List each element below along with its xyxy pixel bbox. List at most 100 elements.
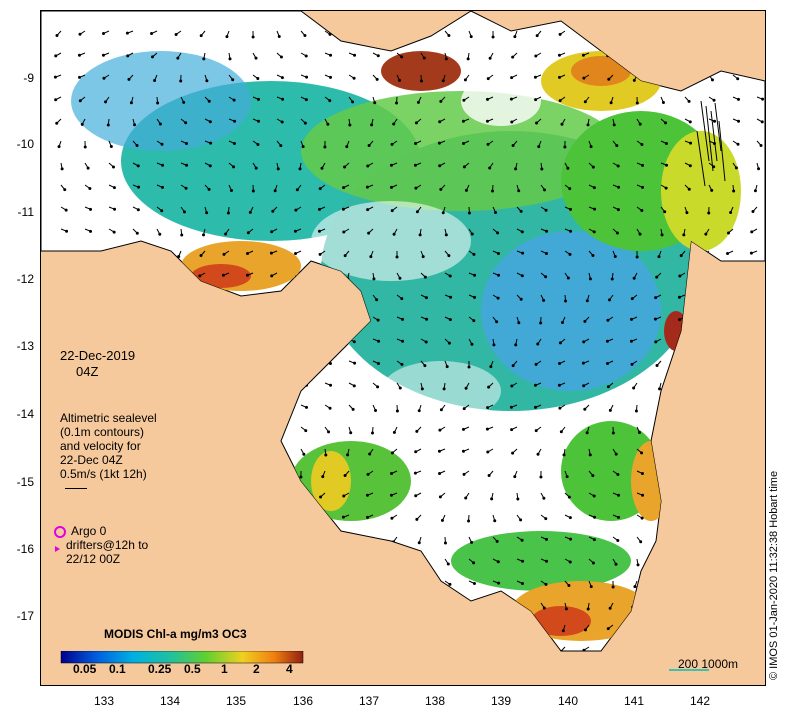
velocity-arrow-head bbox=[557, 383, 561, 387]
velocity-arrow-head bbox=[317, 229, 321, 233]
velocity-arrow-head bbox=[658, 387, 662, 391]
velocity-arrow-head bbox=[57, 145, 61, 149]
velocity-arrow-head bbox=[199, 34, 203, 38]
velocity-arrow-head bbox=[487, 385, 491, 389]
velocity-arrow-head bbox=[519, 209, 523, 213]
lat-tick: -17 bbox=[16, 609, 34, 623]
velocity-arrow-head bbox=[184, 186, 188, 190]
velocity-arrow-head bbox=[352, 384, 356, 388]
lon-tick: 140 bbox=[557, 694, 579, 708]
lat-tick: -11 bbox=[17, 205, 34, 219]
velocity-arrow-head bbox=[401, 317, 405, 321]
velocity-arrow-head bbox=[342, 230, 346, 234]
velocity-arrow-head bbox=[511, 55, 515, 59]
colorbar-tick: 1 bbox=[221, 662, 228, 676]
velocity-arrow-head bbox=[423, 275, 427, 279]
velocity-arrow-head bbox=[158, 122, 162, 126]
velocity-arrow-head bbox=[511, 364, 515, 368]
velocity-arrow-head bbox=[281, 97, 285, 101]
velocity-arrow-head bbox=[414, 121, 418, 125]
velocity-arrow-head bbox=[687, 187, 691, 191]
colorbar-tick: 2 bbox=[253, 662, 260, 676]
velocity-arrow-head bbox=[496, 231, 500, 235]
velocity-arrow-head bbox=[510, 384, 514, 388]
colorbar bbox=[60, 651, 304, 664]
velocity-arrow-head bbox=[565, 475, 569, 479]
velocity-arrow-head bbox=[509, 97, 513, 101]
velocity-arrow-head bbox=[418, 233, 422, 237]
velocity-arrow-head bbox=[472, 252, 476, 256]
velocity-arrow-head bbox=[303, 121, 307, 125]
velocity-arrow-head bbox=[544, 251, 548, 255]
velocity-arrow-head bbox=[295, 188, 299, 192]
velocity-arrow-head bbox=[277, 35, 281, 39]
velocity-arrow-head bbox=[568, 560, 572, 564]
velocity-arrow-head bbox=[544, 208, 548, 212]
velocity-arrow-head bbox=[221, 273, 225, 277]
velocity-arrow-head bbox=[137, 185, 141, 189]
velocity-arrow-head bbox=[470, 232, 474, 236]
velocity-arrow-head bbox=[533, 405, 537, 409]
velocity-arrow-head bbox=[198, 274, 202, 278]
credit-text: © IMOS 01-Jan-2020 11:32:38 Hobart time bbox=[768, 470, 780, 680]
lon-tick: 141 bbox=[623, 694, 645, 708]
velocity-arrow-head bbox=[352, 76, 356, 80]
velocity-arrow-head bbox=[496, 252, 500, 256]
velocity-arrow-head bbox=[464, 188, 468, 192]
legend-line: Altimetric sealevel bbox=[60, 411, 157, 425]
velocity-arrow-head bbox=[444, 233, 448, 237]
velocity-arrow-head bbox=[398, 276, 402, 280]
velocity-arrow-head bbox=[663, 210, 667, 214]
velocity-arrow-head bbox=[280, 120, 284, 124]
velocity-arrow-head bbox=[279, 144, 283, 148]
velocity-arrow-head bbox=[759, 143, 763, 147]
scale-label: 200 1000m bbox=[678, 657, 739, 671]
colorbar-tick: 0.5 bbox=[184, 662, 201, 676]
velocity-arrow-head bbox=[654, 340, 658, 344]
velocity-arrow-head bbox=[136, 208, 140, 212]
velocity-arrow-head bbox=[207, 99, 211, 103]
velocity-arrow-head bbox=[351, 100, 355, 104]
legend-line: (0.1m contours) bbox=[60, 425, 145, 439]
velocity-arrow-head bbox=[510, 120, 514, 124]
velocity-arrow-head bbox=[369, 255, 373, 259]
legend-line: and velocity for bbox=[60, 439, 141, 453]
velocity-arrow-head bbox=[208, 164, 212, 168]
velocity-arrow-head bbox=[593, 207, 597, 211]
velocity-arrow-head bbox=[55, 121, 59, 125]
velocity-arrow-head bbox=[469, 35, 473, 39]
velocity-arrow-head bbox=[78, 32, 82, 36]
velocity-arrow-head bbox=[417, 541, 421, 545]
velocity-arrow-head bbox=[496, 560, 500, 564]
velocity-arrow-head bbox=[581, 361, 585, 365]
velocity-arrow-head bbox=[89, 207, 93, 211]
velocity-arrow-head bbox=[246, 231, 250, 235]
velocity-arrow-head bbox=[461, 427, 465, 431]
velocity-arrow-head bbox=[613, 255, 617, 259]
velocity-arrow-head bbox=[485, 119, 489, 123]
velocity-arrow-head bbox=[83, 145, 87, 149]
velocity-arrow-head bbox=[582, 76, 586, 80]
velocity-arrow-head bbox=[639, 540, 643, 544]
velocity-arrow-head bbox=[489, 365, 493, 369]
velocity-arrow-head bbox=[583, 628, 587, 632]
velocity-arrow-head bbox=[520, 230, 524, 234]
lat-tick: -15 bbox=[16, 475, 34, 489]
velocity-arrow-head bbox=[366, 208, 370, 212]
lat-tick: -13 bbox=[16, 339, 34, 353]
velocity-arrow-head bbox=[520, 274, 524, 278]
velocity-arrow-head bbox=[439, 408, 443, 412]
velocity-arrow-head bbox=[558, 32, 562, 36]
velocity-arrow-head bbox=[593, 515, 597, 519]
velocity-arrow-head bbox=[447, 254, 451, 258]
velocity-arrow-head bbox=[271, 209, 275, 213]
velocity-arrow-head bbox=[327, 430, 331, 434]
velocity-arrow-head bbox=[462, 407, 466, 411]
velocity-arrow-head bbox=[372, 277, 376, 281]
velocity-arrow-head bbox=[486, 77, 490, 81]
velocity-arrow-head bbox=[60, 167, 64, 171]
velocity-arrow-head bbox=[710, 78, 714, 82]
velocity-arrow-head bbox=[641, 185, 645, 189]
velocity-arrow-head bbox=[612, 123, 616, 127]
velocity-arrow-head bbox=[630, 317, 634, 321]
